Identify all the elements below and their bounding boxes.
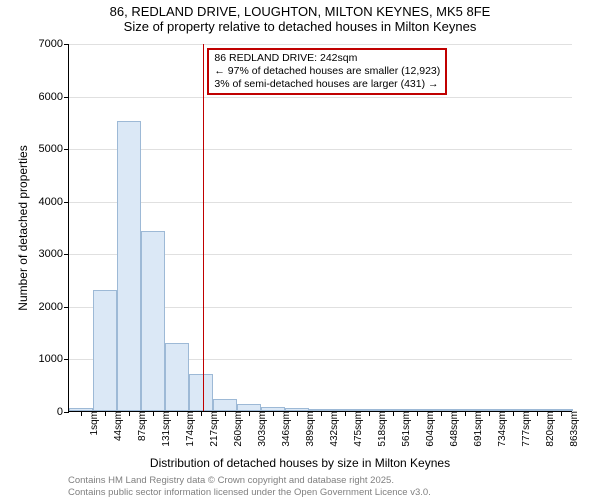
x-tick-mark — [297, 411, 298, 416]
x-tick-label: 734sqm — [493, 411, 508, 447]
gridline — [69, 202, 572, 203]
histogram-bar — [165, 343, 189, 411]
y-tick-label: 0 — [57, 406, 69, 418]
x-tick-label: 604sqm — [421, 411, 436, 447]
gridline — [69, 97, 572, 98]
chart-container: 86, REDLAND DRIVE, LOUGHTON, MILTON KEYN… — [0, 0, 600, 500]
title-subtitle: Size of property relative to detached ho… — [0, 19, 600, 34]
x-tick-label: 518sqm — [373, 411, 388, 447]
histogram-bar — [117, 121, 141, 411]
x-tick-label: 131sqm — [157, 411, 172, 447]
x-tick-mark — [249, 411, 250, 416]
y-tick-label: 4000 — [39, 196, 69, 208]
x-tick-mark — [441, 411, 442, 416]
x-tick-label: 87sqm — [133, 411, 148, 441]
x-tick-mark — [345, 411, 346, 416]
gridline — [69, 44, 572, 45]
y-tick-label: 3000 — [39, 248, 69, 260]
x-tick-label: 303sqm — [253, 411, 268, 447]
x-tick-mark — [273, 411, 274, 416]
x-tick-label: 217sqm — [205, 411, 220, 447]
x-tick-label: 475sqm — [349, 411, 364, 447]
x-tick-mark — [321, 411, 322, 416]
x-tick-mark — [417, 411, 418, 416]
y-tick-label: 1000 — [39, 353, 69, 365]
x-tick-label: 1sqm — [85, 411, 100, 435]
x-tick-mark — [81, 411, 82, 416]
x-tick-mark — [513, 411, 514, 416]
attribution-line2: Contains public sector information licen… — [68, 487, 431, 498]
x-tick-label: 44sqm — [109, 411, 124, 441]
property-marker-line — [203, 44, 204, 411]
x-tick-mark — [105, 411, 106, 416]
gridline — [69, 149, 572, 150]
x-tick-label: 561sqm — [397, 411, 412, 447]
histogram-bar — [213, 399, 237, 411]
x-tick-mark — [153, 411, 154, 416]
title-address: 86, REDLAND DRIVE, LOUGHTON, MILTON KEYN… — [0, 4, 600, 19]
x-tick-mark — [393, 411, 394, 416]
x-tick-mark — [561, 411, 562, 416]
x-tick-label: 648sqm — [445, 411, 460, 447]
x-tick-mark — [225, 411, 226, 416]
annotation-larger-pct: 3% of semi-detached houses are larger (4… — [214, 78, 440, 91]
y-tick-label: 2000 — [39, 301, 69, 313]
histogram-bar — [141, 231, 165, 411]
x-tick-mark — [369, 411, 370, 416]
x-tick-label: 389sqm — [301, 411, 316, 447]
x-tick-label: 432sqm — [325, 411, 340, 447]
x-tick-label: 777sqm — [517, 411, 532, 447]
annotation-smaller-pct: ← 97% of detached houses are smaller (12… — [214, 65, 440, 78]
attribution-line1: Contains HM Land Registry data © Crown c… — [68, 475, 431, 486]
histogram-bar — [93, 290, 117, 411]
x-tick-mark — [201, 411, 202, 416]
property-annotation: 86 REDLAND DRIVE: 242sqm← 97% of detache… — [207, 48, 447, 95]
plot-area: 010002000300040005000600070001sqm44sqm87… — [68, 44, 572, 412]
x-tick-label: 863sqm — [565, 411, 580, 447]
x-tick-mark — [129, 411, 130, 416]
chart-title: 86, REDLAND DRIVE, LOUGHTON, MILTON KEYN… — [0, 0, 600, 34]
x-tick-label: 260sqm — [229, 411, 244, 447]
attribution-text: Contains HM Land Registry data © Crown c… — [68, 475, 431, 498]
annotation-property-size: 86 REDLAND DRIVE: 242sqm — [214, 52, 440, 65]
y-tick-label: 6000 — [39, 91, 69, 103]
histogram-bar — [237, 404, 261, 411]
x-tick-label: 820sqm — [541, 411, 556, 447]
x-tick-mark — [489, 411, 490, 416]
histogram-bar — [189, 374, 213, 411]
x-tick-label: 691sqm — [469, 411, 484, 447]
x-tick-label: 174sqm — [181, 411, 196, 447]
x-tick-mark — [177, 411, 178, 416]
y-axis-label: Number of detached properties — [16, 145, 30, 310]
y-tick-label: 5000 — [39, 143, 69, 155]
x-axis-label: Distribution of detached houses by size … — [150, 456, 450, 470]
y-tick-label: 7000 — [39, 38, 69, 50]
x-tick-mark — [465, 411, 466, 416]
x-tick-mark — [537, 411, 538, 416]
x-tick-label: 346sqm — [277, 411, 292, 447]
